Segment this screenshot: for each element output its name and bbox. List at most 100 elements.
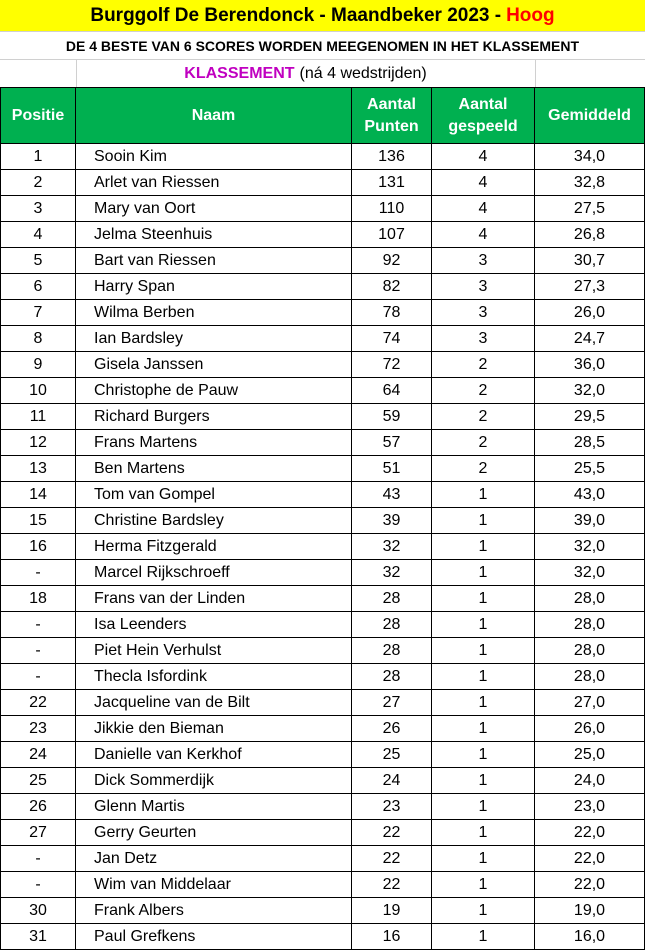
cell-gespeeld: 1: [432, 508, 535, 533]
cell-gemiddeld: 26,8: [535, 222, 645, 247]
cell-positie: -: [0, 846, 76, 871]
cell-positie: 30: [0, 898, 76, 923]
cell-positie: 22: [0, 690, 76, 715]
cell-gespeeld: 2: [432, 404, 535, 429]
table-row: 31 Paul Grefkens 16 1 16,0: [0, 924, 645, 950]
klassement-label: KLASSEMENT (ná 4 wedstrijden): [76, 60, 535, 87]
cell-punten: 22: [352, 872, 432, 897]
cell-punten: 25: [352, 742, 432, 767]
cell-gespeeld: 3: [432, 326, 535, 351]
cell-gespeeld: 2: [432, 378, 535, 403]
header-positie: Positie: [0, 88, 76, 143]
cell-gemiddeld: 34,0: [535, 144, 645, 169]
cell-gemiddeld: 39,0: [535, 508, 645, 533]
cell-punten: 51: [352, 456, 432, 481]
cell-punten: 28: [352, 638, 432, 663]
title-highlight: Hoog: [506, 4, 555, 26]
table-row: 18 Frans van der Linden 28 1 28,0: [0, 586, 645, 612]
cell-punten: 131: [352, 170, 432, 195]
table-row: 8 Ian Bardsley 74 3 24,7: [0, 326, 645, 352]
cell-naam: Wilma Berben: [76, 300, 352, 325]
cell-punten: 19: [352, 898, 432, 923]
table-header: Positie Naam Aantal Punten Aantal gespee…: [0, 88, 645, 144]
subtitle-text: DE 4 BESTE VAN 6 SCORES WORDEN MEEGENOME…: [65, 37, 580, 54]
cell-gespeeld: 3: [432, 248, 535, 273]
cell-gespeeld: 3: [432, 300, 535, 325]
cell-naam: Sooin Kim: [76, 144, 352, 169]
cell-gespeeld: 2: [432, 456, 535, 481]
cell-gespeeld: 4: [432, 196, 535, 221]
cell-positie: 24: [0, 742, 76, 767]
cell-positie: 1: [0, 144, 76, 169]
cell-naam: Jacqueline van de Bilt: [76, 690, 352, 715]
cell-punten: 82: [352, 274, 432, 299]
cell-gespeeld: 1: [432, 872, 535, 897]
cell-positie: 4: [0, 222, 76, 247]
table-row: 10 Christophe de Pauw 64 2 32,0: [0, 378, 645, 404]
cell-gespeeld: 1: [432, 560, 535, 585]
cell-gemiddeld: 28,0: [535, 586, 645, 611]
cell-gemiddeld: 27,5: [535, 196, 645, 221]
klassement-title: KLASSEMENT: [184, 64, 295, 82]
cell-naam: Christine Bardsley: [76, 508, 352, 533]
table-row: 24 Danielle van Kerkhof 25 1 25,0: [0, 742, 645, 768]
table-row: 6 Harry Span 82 3 27,3: [0, 274, 645, 300]
cell-naam: Jikkie den Bieman: [76, 716, 352, 741]
cell-naam: Glenn Martis: [76, 794, 352, 819]
cell-positie: 26: [0, 794, 76, 819]
cell-naam: Frans van der Linden: [76, 586, 352, 611]
cell-positie: 6: [0, 274, 76, 299]
cell-gespeeld: 3: [432, 274, 535, 299]
cell-gemiddeld: 28,0: [535, 612, 645, 637]
table-row: 7 Wilma Berben 78 3 26,0: [0, 300, 645, 326]
cell-positie: -: [0, 612, 76, 637]
title-bar: Burggolf De Berendonck - Maandbeker 2023…: [0, 0, 645, 32]
cell-naam: Gisela Janssen: [76, 352, 352, 377]
cell-gespeeld: 1: [432, 638, 535, 663]
cell-gespeeld: 1: [432, 742, 535, 767]
cell-gemiddeld: 30,7: [535, 248, 645, 273]
cell-gemiddeld: 28,0: [535, 638, 645, 663]
table-row: - Thecla Isfordink 28 1 28,0: [0, 664, 645, 690]
table-row: 25 Dick Sommerdijk 24 1 24,0: [0, 768, 645, 794]
cell-gespeeld: 2: [432, 430, 535, 455]
cell-punten: 28: [352, 664, 432, 689]
table-row: 2 Arlet van Riessen 131 4 32,8: [0, 170, 645, 196]
cell-gespeeld: 1: [432, 534, 535, 559]
gridline: [535, 60, 536, 87]
table-row: 12 Frans Martens 57 2 28,5: [0, 430, 645, 456]
cell-punten: 28: [352, 586, 432, 611]
table-row: 11 Richard Burgers 59 2 29,5: [0, 404, 645, 430]
cell-positie: 14: [0, 482, 76, 507]
table-row: 14 Tom van Gompel 43 1 43,0: [0, 482, 645, 508]
cell-positie: 11: [0, 404, 76, 429]
cell-gemiddeld: 27,3: [535, 274, 645, 299]
cell-naam: Jan Detz: [76, 846, 352, 871]
cell-naam: Ben Martens: [76, 456, 352, 481]
header-punten: Aantal Punten: [352, 88, 432, 143]
cell-punten: 26: [352, 716, 432, 741]
cell-punten: 22: [352, 846, 432, 871]
cell-gespeeld: 1: [432, 846, 535, 871]
cell-naam: Isa Leenders: [76, 612, 352, 637]
cell-punten: 27: [352, 690, 432, 715]
klassement-note: (ná 4 wedstrijden): [299, 64, 427, 82]
cell-punten: 23: [352, 794, 432, 819]
cell-punten: 72: [352, 352, 432, 377]
table-row: - Jan Detz 22 1 22,0: [0, 846, 645, 872]
table-row: 26 Glenn Martis 23 1 23,0: [0, 794, 645, 820]
cell-punten: 92: [352, 248, 432, 273]
table-row: 23 Jikkie den Bieman 26 1 26,0: [0, 716, 645, 742]
cell-gemiddeld: 36,0: [535, 352, 645, 377]
cell-positie: 23: [0, 716, 76, 741]
table-row: 16 Herma Fitzgerald 32 1 32,0: [0, 534, 645, 560]
table-row: 3 Mary van Oort 110 4 27,5: [0, 196, 645, 222]
table-row: 1 Sooin Kim 136 4 34,0: [0, 144, 645, 170]
cell-gespeeld: 1: [432, 924, 535, 949]
cell-positie: 13: [0, 456, 76, 481]
cell-punten: 32: [352, 560, 432, 585]
cell-gespeeld: 2: [432, 352, 535, 377]
gridline: [76, 60, 77, 87]
cell-positie: -: [0, 664, 76, 689]
cell-gespeeld: 1: [432, 482, 535, 507]
